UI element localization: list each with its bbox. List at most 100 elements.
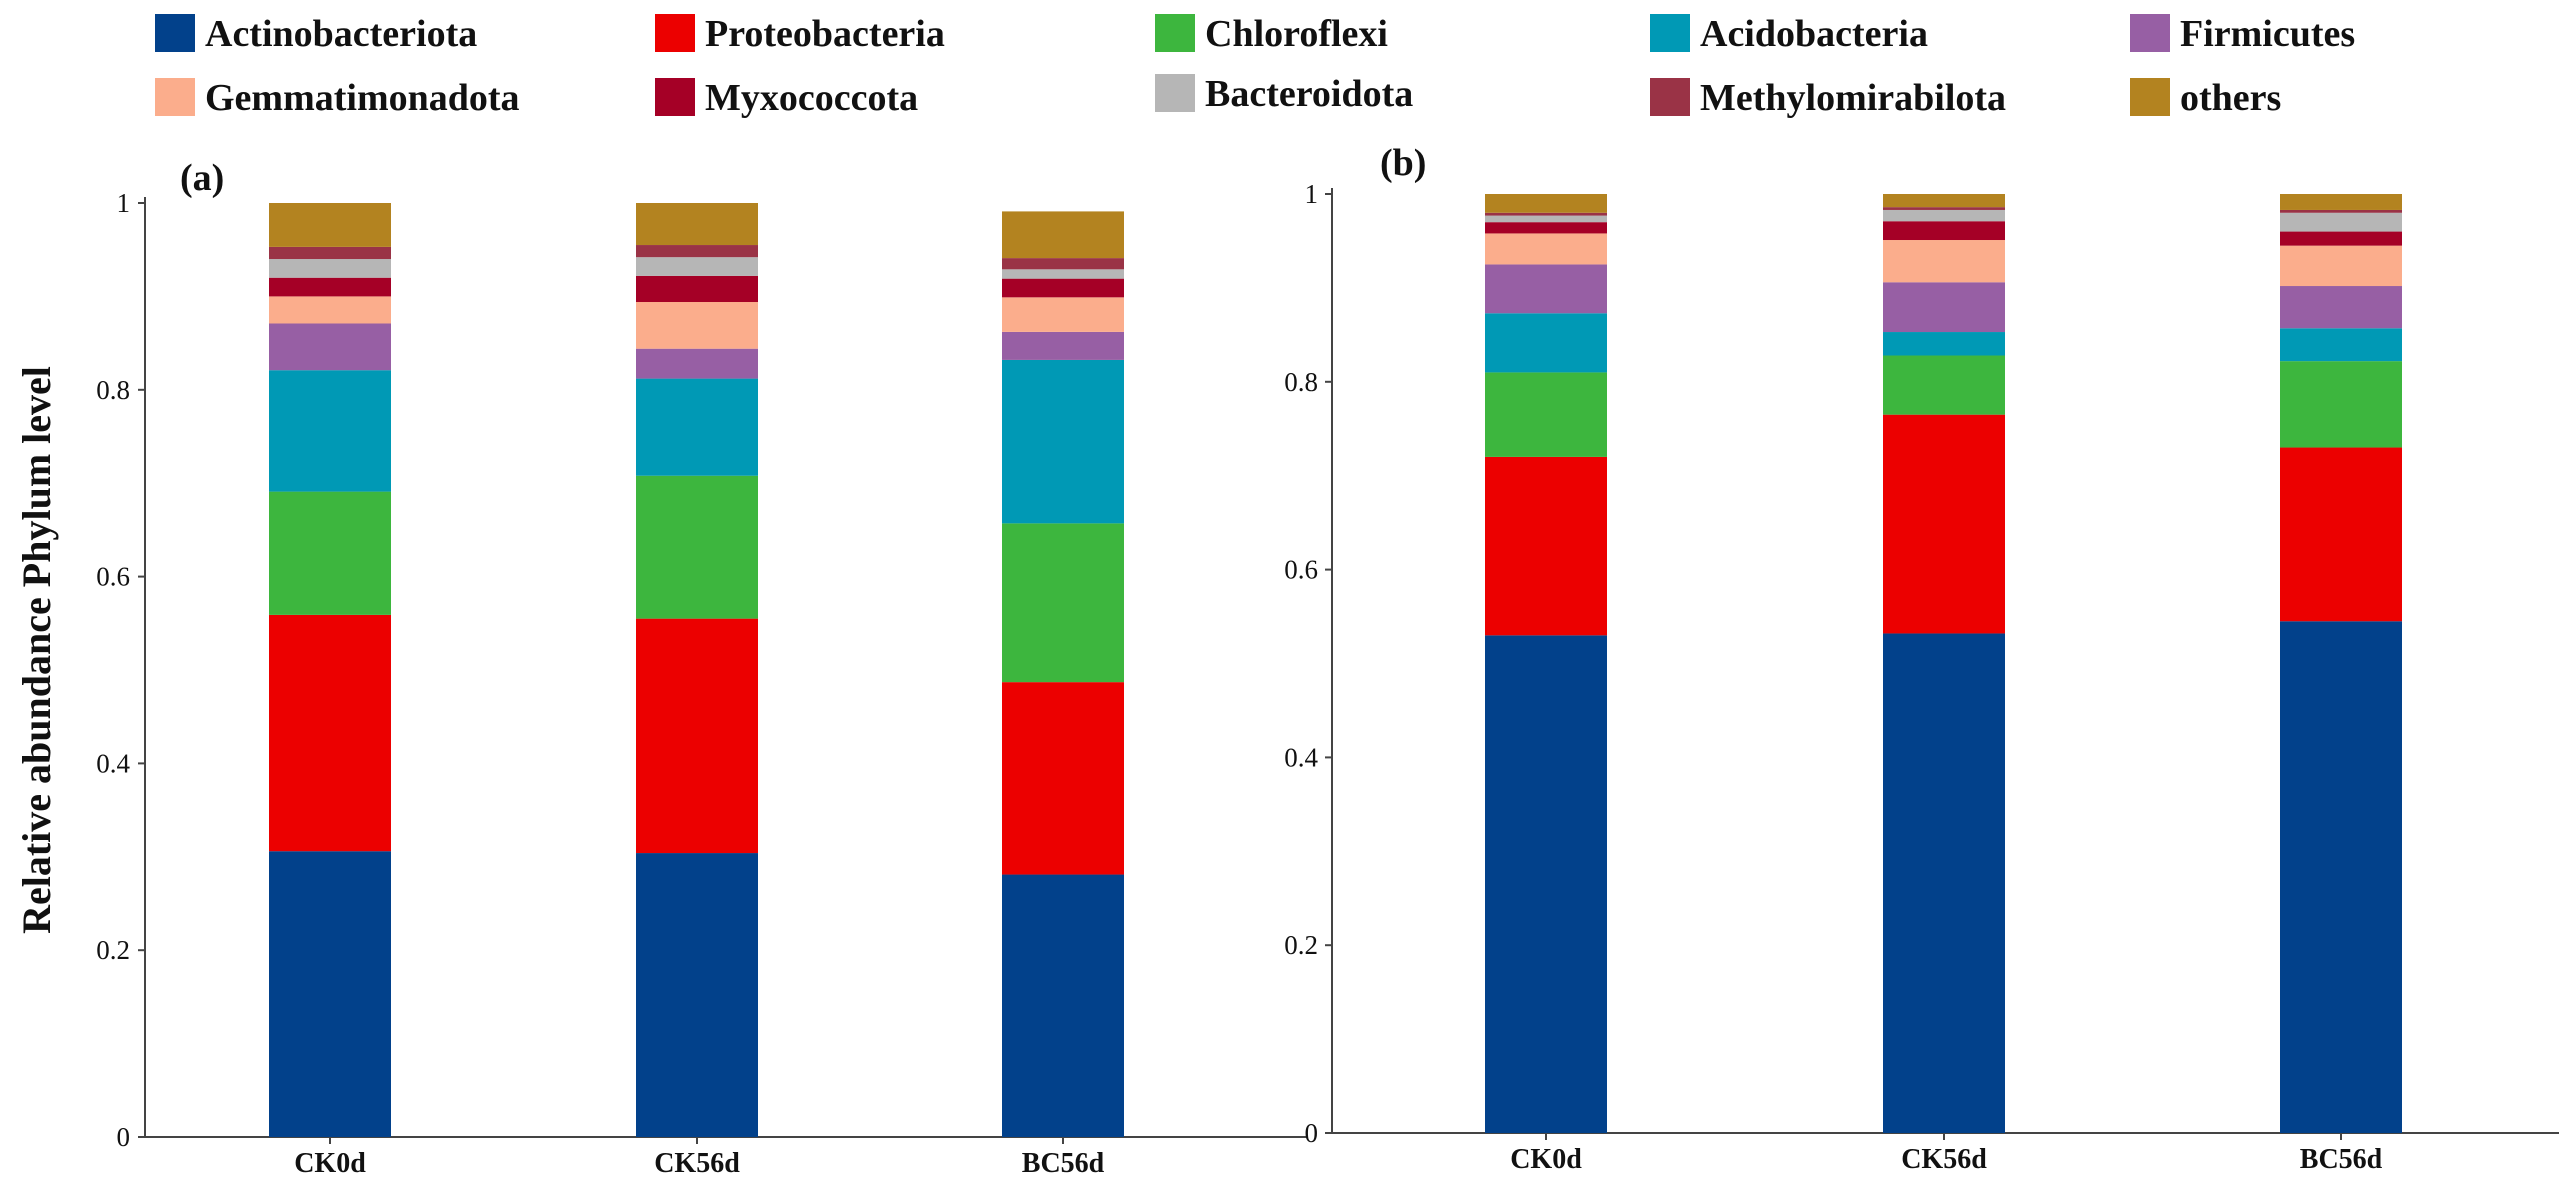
legend-swatch bbox=[655, 14, 695, 52]
legend: Actinobacteriota Proteobacteria Chloroflex… bbox=[155, 13, 2355, 119]
y-tick-label: 0.8 bbox=[96, 375, 130, 405]
bar-segment-others bbox=[269, 203, 391, 247]
bar-segment-bacteroidota bbox=[2280, 212, 2402, 232]
y-axis-label: Relative abundance Phylum level bbox=[14, 366, 59, 934]
bar-segment-bacteroidota bbox=[1485, 215, 1607, 223]
bar-stack-bc56d bbox=[2280, 194, 2402, 1133]
bar-segment-myxococcota bbox=[1883, 221, 2005, 241]
y-tick-label: 1 bbox=[1305, 179, 1319, 209]
legend-label: Bacteroidota bbox=[1205, 73, 1413, 115]
x-tick-label: CK56d bbox=[1901, 1144, 1987, 1175]
bar-segment-acidobacteria bbox=[269, 370, 391, 492]
bar-segment-methylomirabilota bbox=[1485, 212, 1607, 216]
y-tick-label: 0.6 bbox=[1284, 555, 1318, 585]
bar-segment-proteobacteria bbox=[1002, 682, 1124, 875]
bar-segment-gemmatimonadota bbox=[1485, 233, 1607, 265]
bar-segment-others bbox=[1002, 211, 1124, 259]
bar-segment-chloroflexi bbox=[636, 475, 758, 619]
legend-swatch bbox=[1650, 14, 1690, 52]
x-tick-label: CK0d bbox=[294, 1148, 366, 1179]
bar-segment-actinobacteriota bbox=[636, 853, 758, 1137]
bar-stack-bc56d bbox=[1002, 211, 1124, 1137]
y-tick-label: 0.2 bbox=[1284, 930, 1318, 960]
y-tick-label: 0.8 bbox=[1284, 367, 1318, 397]
bar-segment-proteobacteria bbox=[1883, 414, 2005, 634]
bar-segment-chloroflexi bbox=[1002, 523, 1124, 683]
bar-segment-others bbox=[1883, 194, 2005, 208]
bar-segment-bacteroidota bbox=[636, 257, 758, 276]
legend-swatch bbox=[155, 14, 195, 52]
legend-label: Firmicutes bbox=[2180, 13, 2355, 55]
bar-stack-ck0d bbox=[269, 203, 391, 1137]
bar-segment-methylomirabilota bbox=[2280, 209, 2402, 213]
bar-segment-actinobacteriota bbox=[1002, 874, 1124, 1137]
x-tick-label: CK56d bbox=[654, 1148, 740, 1179]
bar-segment-actinobacteriota bbox=[1883, 633, 2005, 1133]
bar-segment-methylomirabilota bbox=[269, 246, 391, 260]
bar-segment-actinobacteriota bbox=[2280, 621, 2402, 1133]
legend-label: Methylomirabilota bbox=[1700, 77, 2006, 119]
legend-swatch bbox=[1155, 14, 1195, 52]
bar-segment-others bbox=[636, 203, 758, 246]
bar-segment-others bbox=[2280, 194, 2402, 210]
bar-segment-actinobacteriota bbox=[1485, 635, 1607, 1133]
x-tick-label: BC56d bbox=[1022, 1148, 1105, 1179]
legend-item-chloroflexi: Chloroflexi bbox=[1155, 13, 1388, 55]
bar-segment-firmicutes bbox=[1002, 331, 1124, 360]
bar-segment-proteobacteria bbox=[636, 618, 758, 854]
bar-segment-chloroflexi bbox=[2280, 361, 2402, 448]
y-tick-label: 0 bbox=[117, 1122, 131, 1152]
legend-swatch bbox=[155, 78, 195, 116]
bar-segment-methylomirabilota bbox=[1002, 258, 1124, 270]
x-tick-label: CK0d bbox=[1510, 1144, 1582, 1175]
y-tick-label: 0 bbox=[1305, 1118, 1319, 1148]
bar-stack-ck56d bbox=[636, 203, 758, 1137]
legend-item-bacteroidota: Bacteroidota bbox=[1155, 73, 1413, 115]
bar-segment-myxococcota bbox=[1485, 222, 1607, 234]
bar-segment-myxococcota bbox=[636, 275, 758, 303]
bar-segment-acidobacteria bbox=[2280, 328, 2402, 362]
legend-item-firmicutes: Firmicutes bbox=[2130, 13, 2355, 55]
legend-label: Proteobacteria bbox=[705, 13, 945, 55]
bar-segment-chloroflexi bbox=[269, 491, 391, 615]
legend-label: others bbox=[2180, 77, 2281, 119]
bar-segment-firmicutes bbox=[2280, 286, 2402, 329]
bar-segment-methylomirabilota bbox=[636, 245, 758, 258]
panel-label: (b) bbox=[1380, 142, 1426, 184]
legend-label: Chloroflexi bbox=[1205, 13, 1388, 55]
bar-segment-gemmatimonadota bbox=[1002, 297, 1124, 332]
bar-segment-bacteroidota bbox=[1002, 269, 1124, 279]
bar-segment-acidobacteria bbox=[1485, 313, 1607, 373]
legend-label: Acidobacteria bbox=[1700, 13, 1928, 55]
bar-segment-firmicutes bbox=[636, 348, 758, 379]
legend-label: Myxococcota bbox=[705, 77, 918, 119]
bar-stack-ck56d bbox=[1883, 194, 2005, 1133]
bar-segment-myxococcota bbox=[1002, 278, 1124, 298]
bar-segment-proteobacteria bbox=[269, 614, 391, 852]
panel-label: (a) bbox=[180, 157, 224, 199]
bar-segment-gemmatimonadota bbox=[269, 296, 391, 324]
legend-item-others: others bbox=[2130, 77, 2281, 119]
bar-segment-actinobacteriota bbox=[269, 851, 391, 1137]
legend-swatch bbox=[1650, 78, 1690, 116]
bar-segment-acidobacteria bbox=[1002, 359, 1124, 524]
y-tick-label: 0.6 bbox=[96, 562, 130, 592]
bar-segment-bacteroidota bbox=[269, 259, 391, 278]
bar-segment-methylomirabilota bbox=[1883, 207, 2005, 210]
legend-swatch bbox=[655, 78, 695, 116]
bar-segment-firmicutes bbox=[269, 323, 391, 371]
legend-item-methylomirabilota: Methylomirabilota bbox=[1650, 77, 2006, 119]
bar-segment-chloroflexi bbox=[1883, 355, 2005, 415]
legend-item-gemmatimonadota: Gemmatimonadota bbox=[155, 77, 520, 119]
bar-segment-chloroflexi bbox=[1485, 372, 1607, 457]
bar-segment-acidobacteria bbox=[636, 378, 758, 476]
legend-label: Actinobacteriota bbox=[205, 13, 477, 55]
bar-stack-ck0d bbox=[1485, 194, 1607, 1133]
x-tick-label: BC56d bbox=[2300, 1144, 2383, 1175]
y-tick-label: 0.4 bbox=[96, 748, 130, 778]
bar-segment-gemmatimonadota bbox=[1883, 240, 2005, 283]
bar-segment-proteobacteria bbox=[1485, 456, 1607, 636]
bar-segment-firmicutes bbox=[1485, 264, 1607, 314]
y-tick-label: 1 bbox=[117, 188, 131, 218]
